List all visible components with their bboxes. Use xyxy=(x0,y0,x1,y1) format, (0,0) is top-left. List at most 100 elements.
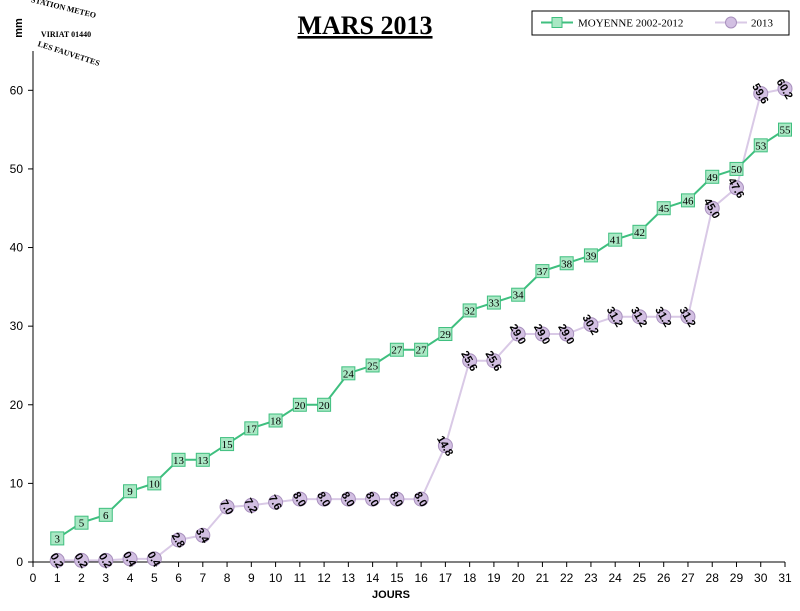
x-tick-label: 19 xyxy=(487,571,501,585)
series-2013: 0.2 0.2 0.2 0.4 0.42.8 3.47.0 7.2 7.6 8.0 8.0 8.0 8… xyxy=(47,77,794,571)
data-label-2013: 8.0 xyxy=(290,490,308,509)
x-tick-label: 22 xyxy=(560,571,574,585)
chart-title: MARS 2013 xyxy=(297,11,432,40)
data-label-2013: 7.6 xyxy=(266,493,284,512)
x-tick-label: 7 xyxy=(199,571,206,585)
point-moyenne xyxy=(74,515,89,530)
point-2013 xyxy=(656,309,672,325)
y-tick-label: 40 xyxy=(10,241,24,255)
data-label-moyenne: 32 xyxy=(464,305,475,317)
data-label-moyenne: 13 xyxy=(197,455,209,467)
x-tick-label: 29 xyxy=(730,571,744,585)
point-2013 xyxy=(171,532,187,548)
point-moyenne xyxy=(656,201,671,216)
point-moyenne xyxy=(171,452,186,467)
point-moyenne xyxy=(317,397,332,412)
data-label-2013: 8.0 xyxy=(411,490,429,509)
data-label-moyenne: 3 xyxy=(55,533,61,545)
data-label-2013: 8.0 xyxy=(363,490,381,509)
data-label-moyenne: 24 xyxy=(343,368,355,380)
data-label-moyenne: 25 xyxy=(367,360,379,372)
point-moyenne xyxy=(220,437,235,452)
point-moyenne xyxy=(511,287,526,302)
data-label-2013: 59.6 xyxy=(749,82,770,107)
legend-marker-moyenne xyxy=(551,17,563,28)
point-2013 xyxy=(340,491,356,507)
data-label-moyenne: 53 xyxy=(755,140,767,152)
x-tick-label: 8 xyxy=(224,571,231,585)
data-label-moyenne: 46 xyxy=(682,195,694,207)
point-moyenne xyxy=(753,138,768,153)
data-label-2013: 0.2 xyxy=(96,551,114,570)
data-label-2013: 2.8 xyxy=(169,531,187,550)
point-2013 xyxy=(583,317,599,333)
data-label-2013: 45.0 xyxy=(701,196,722,221)
point-moyenne xyxy=(341,366,356,381)
point-moyenne xyxy=(389,342,404,357)
x-tick-label: 25 xyxy=(633,571,647,585)
logo-line3: LES FAUVETTES xyxy=(37,39,102,68)
point-moyenne xyxy=(729,161,744,176)
point-moyenne xyxy=(98,507,113,522)
y-tick-label: 10 xyxy=(10,476,24,490)
x-axis-label: JOURS xyxy=(372,589,410,601)
data-label-moyenne: 55 xyxy=(780,125,792,137)
point-moyenne xyxy=(244,421,259,436)
data-label-2013: 0.2 xyxy=(72,551,90,570)
data-label-moyenne: 34 xyxy=(513,290,525,302)
x-tick-label: 23 xyxy=(584,571,598,585)
logo-line1: STATION METEO xyxy=(30,0,97,20)
point-moyenne xyxy=(608,232,623,247)
legend-marker-2013 xyxy=(725,16,737,29)
data-label-moyenne: 49 xyxy=(707,172,719,184)
x-tick-label: 17 xyxy=(439,571,453,585)
data-label-2013: 30.2 xyxy=(580,313,601,338)
point-moyenne xyxy=(438,327,453,342)
point-2013 xyxy=(631,309,647,325)
x-tick-label: 3 xyxy=(102,571,109,585)
point-2013 xyxy=(316,491,332,507)
x-tick-label: 20 xyxy=(511,571,525,585)
x-tick-label: 6 xyxy=(175,571,182,585)
data-label-2013: 0.2 xyxy=(47,551,65,570)
point-2013 xyxy=(777,81,793,97)
point-moyenne xyxy=(147,476,162,491)
point-moyenne xyxy=(583,248,598,263)
legend: MOYENNE 2002-2012 2013 xyxy=(531,10,790,36)
x-tick-label: 26 xyxy=(657,571,671,585)
point-2013 xyxy=(680,309,696,325)
data-label-moyenne: 37 xyxy=(537,266,549,278)
point-2013 xyxy=(49,552,65,568)
x-tick-label: 28 xyxy=(706,571,720,585)
x-tick-label: 2 xyxy=(78,571,85,585)
data-label-moyenne: 29 xyxy=(440,329,452,341)
point-2013 xyxy=(146,551,162,567)
point-moyenne xyxy=(632,224,647,239)
data-label-2013: 60.2 xyxy=(774,77,795,102)
point-2013 xyxy=(389,491,405,507)
data-label-moyenne: 5 xyxy=(79,518,85,530)
data-label-moyenne: 6 xyxy=(103,510,109,522)
point-2013 xyxy=(728,180,744,196)
data-label-moyenne: 45 xyxy=(658,203,670,215)
data-label-2013: 47.6 xyxy=(725,176,746,201)
point-moyenne xyxy=(292,397,307,412)
data-label-2013: 8.0 xyxy=(338,490,356,509)
data-label-2013: 8.0 xyxy=(387,490,405,509)
data-label-2013: 14.8 xyxy=(434,434,455,459)
point-2013 xyxy=(74,552,90,568)
point-2013 xyxy=(195,527,211,543)
x-tick-label: 31 xyxy=(778,571,792,585)
point-2013 xyxy=(607,309,623,325)
x-tick-label: 16 xyxy=(414,571,428,585)
point-moyenne xyxy=(268,413,283,428)
data-label-moyenne: 33 xyxy=(488,298,500,310)
x-tick-label: 10 xyxy=(269,571,283,585)
y-tick-label: 0 xyxy=(16,555,23,569)
point-2013 xyxy=(268,494,284,510)
point-2013 xyxy=(437,438,453,454)
data-label-moyenne: 50 xyxy=(731,164,743,176)
x-tick-label: 30 xyxy=(754,571,768,585)
data-label-moyenne: 13 xyxy=(173,455,185,467)
series-moyenne-line xyxy=(56,128,786,540)
